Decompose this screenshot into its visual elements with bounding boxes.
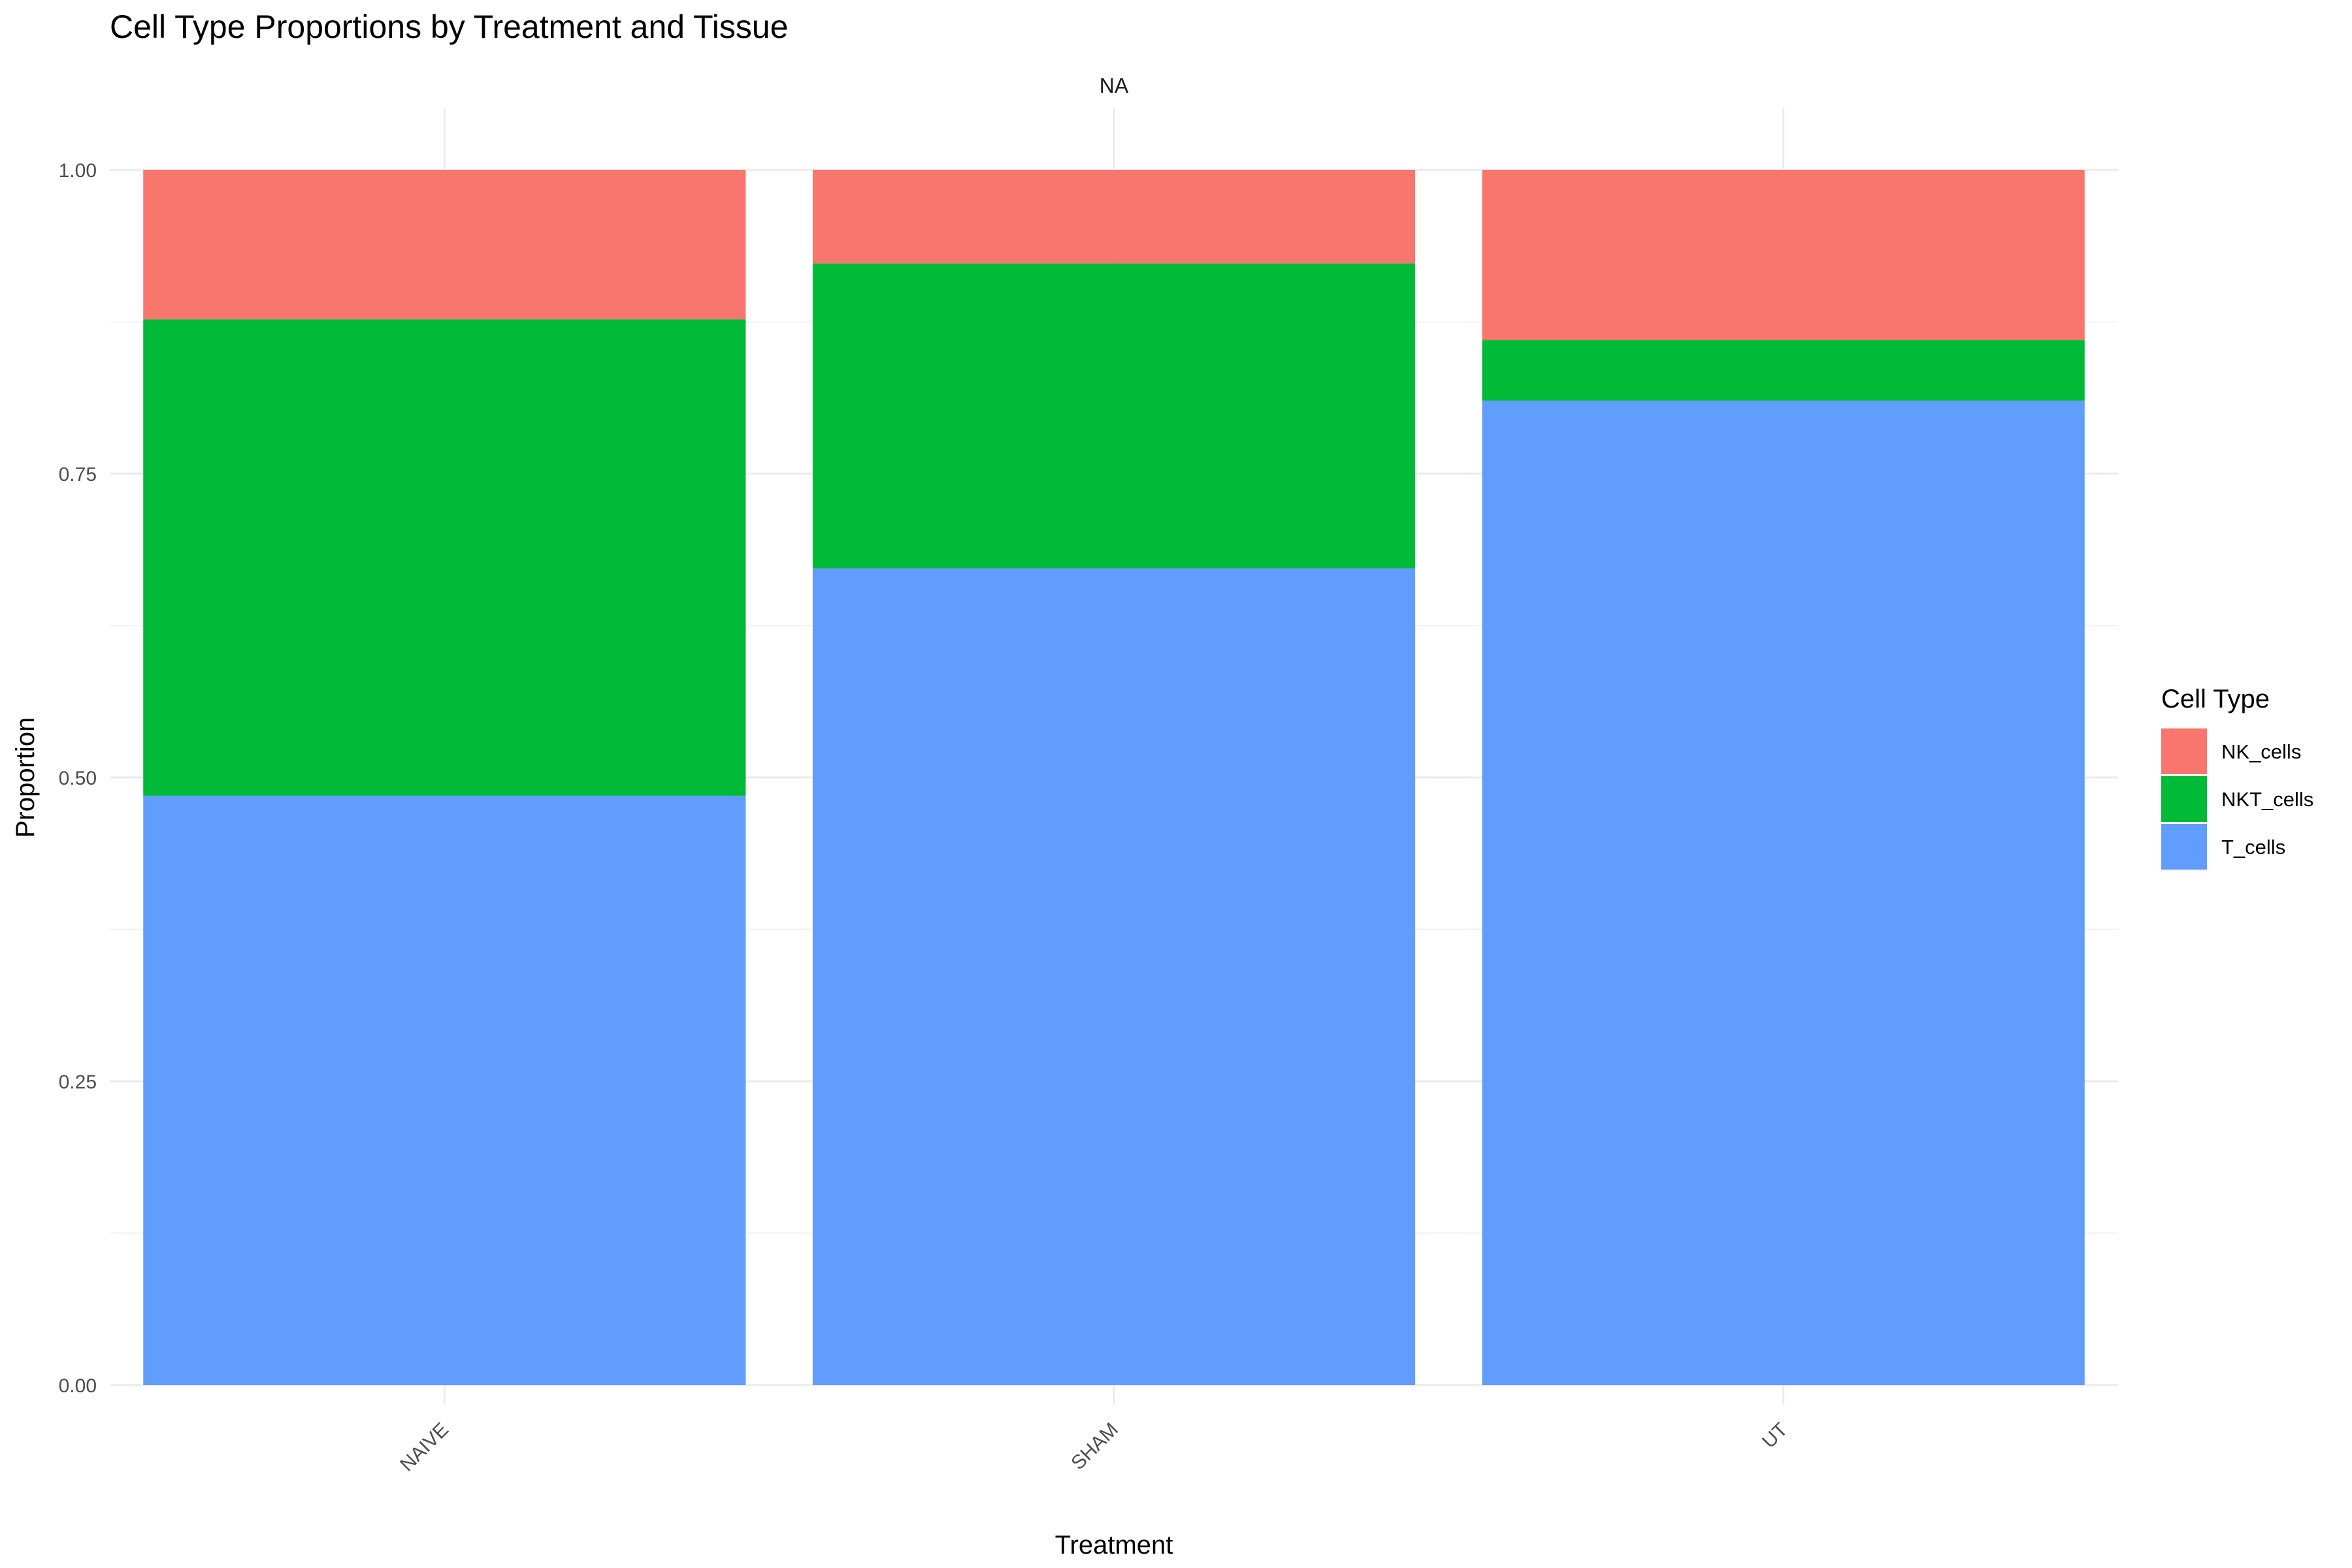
facet-label: NA (1100, 74, 1129, 97)
legend-swatch (2161, 824, 2207, 870)
y-tick-label: 0.00 (59, 1375, 97, 1397)
y-axis-label: Proportion (11, 717, 40, 838)
bar-segment-nkt-cells (143, 319, 746, 796)
x-axis-ticks: NAIVE SHAM UT (396, 1419, 1791, 1476)
y-tick-label: 0.25 (59, 1071, 97, 1093)
chart-title: Cell Type Proportions by Treatment and T… (110, 8, 789, 45)
legend-label: T_cells (2221, 836, 2285, 858)
legend-swatch (2161, 728, 2207, 774)
x-axis-label: Treatment (1055, 1531, 1173, 1560)
bar-segment-nk-cells (812, 170, 1416, 264)
x-tick-label: SHAM (1067, 1419, 1122, 1475)
y-tick-label: 0.75 (59, 464, 97, 485)
y-axis-ticks: 0.00 0.25 0.50 0.75 1.00 (59, 160, 97, 1397)
legend-items: NK_cells NKT_cells T_cells (2161, 728, 2313, 870)
y-tick-label: 1.00 (59, 160, 97, 182)
bar-segment-nk-cells (1482, 170, 2085, 340)
bar-segment-nk-cells (143, 170, 746, 319)
bars (143, 170, 2085, 1385)
bar-segment-t-cells (1482, 400, 2085, 1385)
plot-panel (110, 108, 2118, 1405)
bar-segment-nkt-cells (812, 263, 1416, 569)
legend-label: NKT_cells (2221, 788, 2313, 811)
legend-label: NK_cells (2221, 740, 2301, 763)
x-tick-label: NAIVE (396, 1419, 453, 1476)
x-tick-label: UT (1758, 1419, 1792, 1453)
bar-segment-t-cells (812, 568, 1416, 1385)
bar-segment-t-cells (143, 795, 746, 1385)
legend: Cell Type NK_cells NKT_cells T_cells (2161, 685, 2313, 870)
bar-segment-nkt-cells (1482, 340, 2085, 401)
y-tick-label: 0.50 (59, 768, 97, 789)
legend-swatch (2161, 776, 2207, 822)
legend-title: Cell Type (2161, 685, 2270, 713)
